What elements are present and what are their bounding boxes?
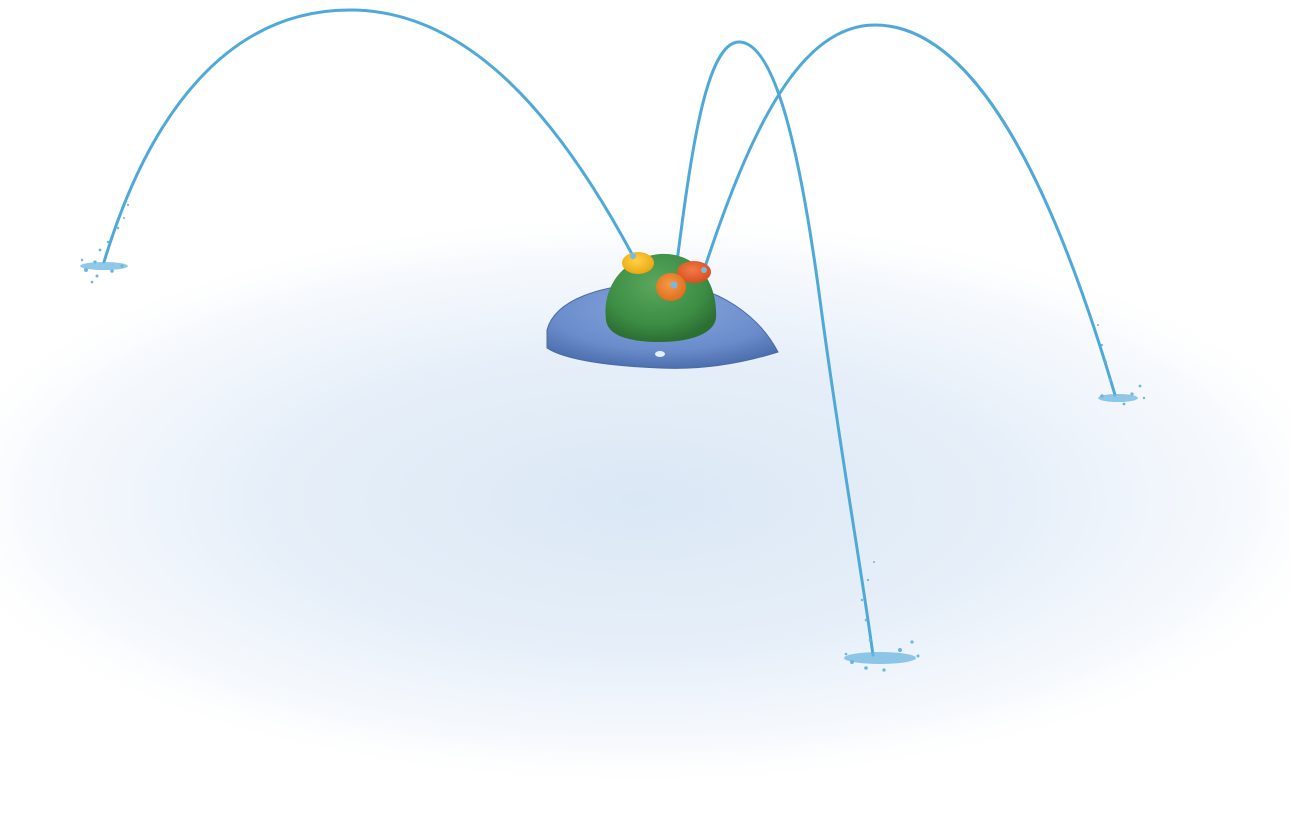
splash-pad-fountain-icon: [546, 252, 779, 369]
water-nozzle-icon: [656, 273, 686, 301]
water-jets: [102, 8, 1117, 657]
nozzle-orange: [656, 273, 686, 301]
water-nozzle-icon: [622, 252, 654, 274]
water-splash-front: [844, 561, 920, 672]
water-nozzle-icon: [677, 261, 711, 283]
water-splash-left: [80, 203, 130, 284]
nozzle-yellow: [622, 252, 654, 274]
base-highlight: [655, 351, 665, 357]
water-jet-right: [702, 23, 1117, 397]
wet-ground-area: [0, 210, 1290, 790]
water-jet-front: [672, 40, 875, 657]
water-jet-left: [102, 8, 635, 264]
water-splash-right: [1097, 324, 1146, 406]
nozzle-red: [677, 261, 711, 283]
